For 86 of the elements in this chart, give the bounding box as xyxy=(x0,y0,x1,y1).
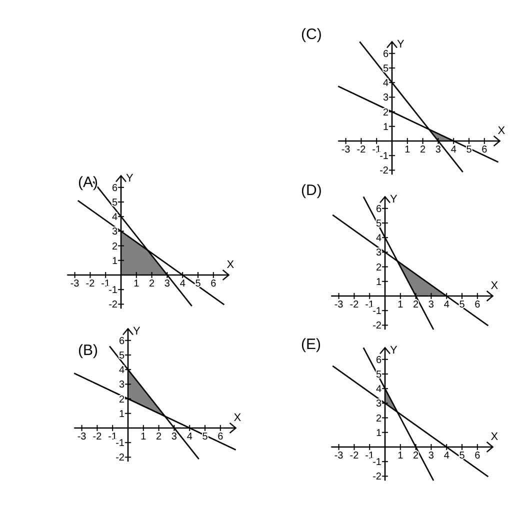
y-axis-title: Y xyxy=(390,344,398,357)
x-tick-label: 3 xyxy=(428,300,434,310)
x-tick-label: 6 xyxy=(474,450,481,462)
y-tick-label: 2 xyxy=(382,107,389,118)
chart-title: (C) xyxy=(301,26,322,43)
y-tick-label: 2 xyxy=(376,262,382,274)
y-tick-label: 3 xyxy=(382,92,389,104)
x-tick-label: 1 xyxy=(140,432,147,442)
x-tick-label: 2 xyxy=(156,432,162,442)
x-tick-label: 5 xyxy=(466,144,472,156)
x-tick-label: 6 xyxy=(210,278,217,290)
x-tick-label: 3 xyxy=(164,278,170,290)
y-tick-label: 2 xyxy=(118,394,125,406)
x-tick-label: 5 xyxy=(459,450,466,462)
y-tick-label: 3 xyxy=(112,226,118,238)
y-tick-label: 4 xyxy=(112,212,118,224)
y-tick-label: 4 xyxy=(118,365,125,376)
text: (B) xyxy=(78,342,98,359)
chart-title: (D) xyxy=(301,182,322,199)
x-tick-label: 2 xyxy=(413,300,420,310)
x-tick-label: 1 xyxy=(404,144,411,156)
y-axis-title: Y xyxy=(126,172,134,185)
x-tick-label: -3 xyxy=(77,432,87,442)
y-tick-label: 6 xyxy=(376,354,382,366)
x-tick-label: 1 xyxy=(398,450,404,462)
x-tick-label: 3 xyxy=(171,432,178,442)
y-tick-label: -2 xyxy=(372,472,382,483)
x-tick-label: 1 xyxy=(398,300,404,310)
x-tick-label: 5 xyxy=(195,278,202,290)
x-tick-label: -3 xyxy=(334,450,344,462)
y-tick-label: 1 xyxy=(118,408,125,420)
y-tick-label: 4 xyxy=(376,384,382,396)
y-tick-label: 3 xyxy=(376,248,382,259)
y-axis-title: Y xyxy=(133,326,141,338)
y-tick-label: 5 xyxy=(112,198,118,208)
x-tick-label: -3 xyxy=(341,144,351,156)
x-tick-label: -3 xyxy=(70,278,80,290)
x-tick-label: 4 xyxy=(444,450,450,462)
y-tick-label: 3 xyxy=(376,398,382,410)
y-tick-label: 5 xyxy=(382,64,389,74)
x-tick-label: 2 xyxy=(149,278,156,290)
x-tick-label: 6 xyxy=(482,144,488,156)
x-tick-label: 6 xyxy=(474,300,481,310)
x-tick-label: 4 xyxy=(186,432,193,442)
y-tick-label: 6 xyxy=(118,336,125,347)
y-axis-title: Y xyxy=(397,38,405,51)
x-axis-title: X xyxy=(498,125,506,137)
y-tick-label: 5 xyxy=(376,218,382,230)
x-axis-title: X xyxy=(490,280,499,292)
y-tick-label: -2 xyxy=(372,320,382,332)
x-tick-label: -3 xyxy=(334,300,344,310)
x-tick-label: -2 xyxy=(356,144,366,156)
chart-title: (A) xyxy=(78,174,98,191)
x-tick-label: -2 xyxy=(86,278,96,290)
y-tick-label: 1 xyxy=(382,122,389,133)
x-tick-label: 5 xyxy=(459,300,466,310)
y-tick-label: 2 xyxy=(376,413,382,424)
x-tick-label: 2 xyxy=(413,450,420,462)
x-tick-label: 1 xyxy=(134,278,140,290)
y-tick-label: 2 xyxy=(112,241,118,252)
x-tick-label: -2 xyxy=(350,450,360,462)
y-tick-label: 4 xyxy=(382,78,389,90)
y-tick-label: 6 xyxy=(382,48,389,60)
y-tick-label: 6 xyxy=(112,182,118,194)
x-tick-label: 4 xyxy=(444,300,450,310)
x-tick-label: 4 xyxy=(450,144,457,156)
x-tick-label: 2 xyxy=(420,144,426,156)
x-tick-label: 4 xyxy=(180,278,186,290)
y-tick-label: 6 xyxy=(376,204,382,215)
y-tick-label: 3 xyxy=(118,380,125,391)
x-tick-label: 3 xyxy=(428,450,434,462)
x-tick-label: 5 xyxy=(202,432,208,442)
x-tick-label: -2 xyxy=(350,300,360,310)
x-axis-title: X xyxy=(234,412,242,424)
y-axis-title: Y xyxy=(390,194,398,206)
chart-title: (E) xyxy=(301,336,321,353)
y-tick-label: 1 xyxy=(112,256,118,267)
y-tick-label: 5 xyxy=(376,370,382,380)
x-axis-title: X xyxy=(226,259,235,271)
x-tick-label: 3 xyxy=(435,144,442,156)
x-tick-label: 6 xyxy=(218,432,224,442)
y-tick-label: -2 xyxy=(380,166,389,177)
y-tick-label: 5 xyxy=(118,350,125,362)
y-tick-label: 4 xyxy=(376,233,382,244)
x-axis-title: X xyxy=(490,431,499,443)
x-tick-label: -2 xyxy=(92,432,102,442)
